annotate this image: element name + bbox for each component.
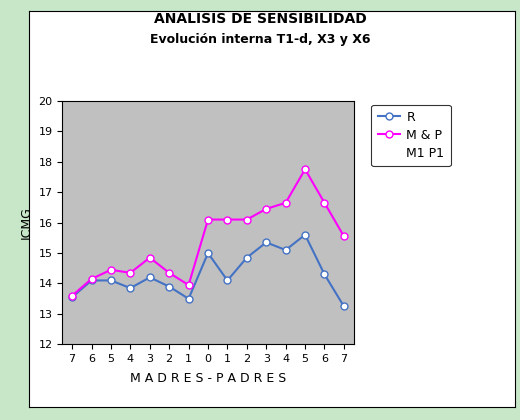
R (263, 240, 269, 245)
R (341, 304, 347, 309)
Line: M & P: M & P (69, 166, 347, 299)
R (108, 278, 114, 283)
R (224, 278, 230, 283)
R (282, 247, 289, 252)
M & P (205, 217, 211, 222)
Line: R: R (69, 231, 347, 310)
M & P (263, 206, 269, 211)
M & P (224, 217, 230, 222)
R (88, 278, 95, 283)
R (147, 275, 153, 280)
R (302, 232, 308, 237)
R (244, 255, 250, 260)
M & P (69, 293, 75, 298)
R (205, 250, 211, 255)
M & P (244, 217, 250, 222)
R (186, 296, 192, 301)
M & P (88, 276, 95, 281)
Text: Evolución interna T1-d, X3 y X6: Evolución interna T1-d, X3 y X6 (150, 34, 370, 46)
R (69, 295, 75, 300)
X-axis label: M A D R E S - P A D R E S: M A D R E S - P A D R E S (130, 373, 286, 386)
R (127, 286, 134, 291)
Y-axis label: ICMG: ICMG (20, 206, 33, 239)
M & P (302, 167, 308, 172)
M & P (147, 255, 153, 260)
M & P (282, 200, 289, 205)
M & P (341, 234, 347, 239)
R (321, 272, 328, 277)
Text: ANALISIS DE SENSIBILIDAD: ANALISIS DE SENSIBILIDAD (153, 12, 367, 26)
M & P (108, 267, 114, 272)
M & P (186, 283, 192, 288)
R (166, 284, 172, 289)
Legend: R, M & P, M1 P1: R, M & P, M1 P1 (371, 105, 451, 166)
M & P (166, 270, 172, 276)
M & P (127, 270, 134, 276)
M & P (321, 200, 328, 205)
